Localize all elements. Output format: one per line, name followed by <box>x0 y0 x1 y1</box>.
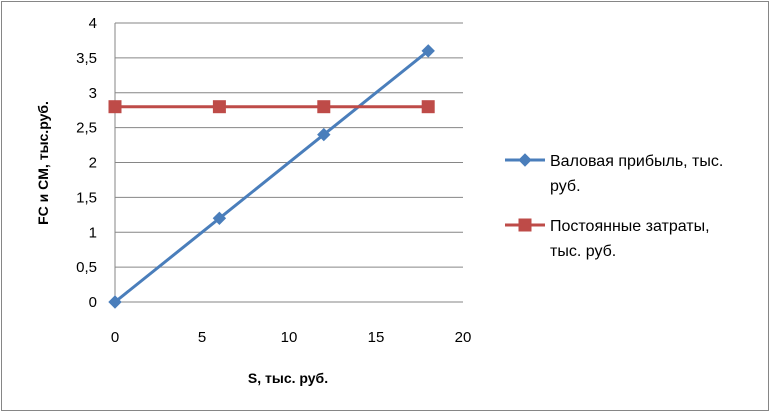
legend-label-1-line-0: Постоянные затраты, <box>550 218 710 235</box>
x-tick-label-0: 0 <box>111 329 119 346</box>
series-group <box>108 44 435 309</box>
legend-label-1-line-1: тыс. руб. <box>550 243 616 260</box>
series-line-0 <box>114 49 430 304</box>
series-1 <box>108 100 435 114</box>
x-tick-label-2: 10 <box>281 329 298 346</box>
x-tick-label-3: 15 <box>368 329 385 346</box>
y-tick-label-1: 0,5 <box>76 259 97 276</box>
legend-label-0-line-1: руб. <box>550 178 581 195</box>
series-0-point-1 <box>212 211 227 226</box>
y-tick-label-4: 2 <box>89 155 97 172</box>
y-tick-labels: 0 0,5 1 1,5 2 2,5 3 3,5 4 <box>76 15 97 311</box>
y-tick-label-0: 0 <box>89 294 97 311</box>
x-tick-labels: 0 5 10 15 20 <box>111 329 472 346</box>
series-0-point-0 <box>108 295 122 309</box>
y-tick-label-6: 3 <box>89 85 97 102</box>
x-tick-label-4: 20 <box>455 329 472 346</box>
legend-marker-1 <box>518 218 532 232</box>
series-0-point-2 <box>317 127 331 142</box>
legend-label-0-line-0: Валовая прибыль, тыс. <box>550 153 723 170</box>
legend-entry-0: Валовая прибыль, тыс. руб. <box>505 153 723 195</box>
series-0 <box>108 44 435 309</box>
gridlines <box>114 22 463 303</box>
series-1-point-0 <box>108 100 122 114</box>
y-tick-label-7: 3,5 <box>76 50 97 67</box>
x-tick-label-1: 5 <box>198 329 206 346</box>
y-tick-label-5: 2,5 <box>76 120 97 137</box>
y-axis-title: FC и CM, тыс.руб. <box>35 101 51 225</box>
legend: Валовая прибыль, тыс. руб. Постоянные затр… <box>505 153 723 260</box>
legend-marker-0 <box>518 153 532 167</box>
y-tick-label-8: 4 <box>89 15 97 32</box>
series-1-point-1 <box>212 100 226 114</box>
series-0-point-3 <box>421 44 435 58</box>
y-tick-label-3: 1,5 <box>76 189 97 206</box>
y-tick-label-2: 1 <box>89 224 97 241</box>
legend-entry-1: Постоянные затраты, тыс. руб. <box>505 218 710 260</box>
series-1-point-3 <box>421 100 435 114</box>
series-1-point-2 <box>317 100 331 114</box>
x-axis-title: S, тыс. руб. <box>248 370 328 386</box>
